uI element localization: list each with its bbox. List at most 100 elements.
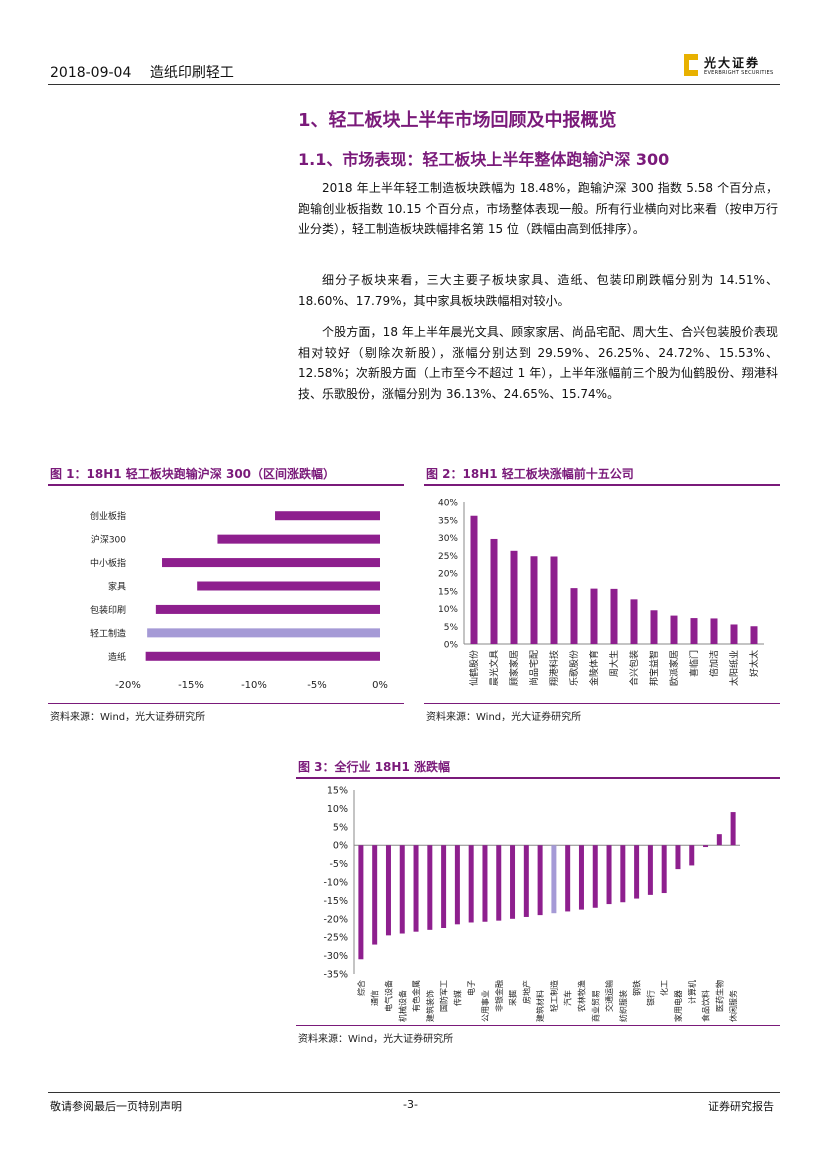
category-label: 乐歌股份 xyxy=(568,650,580,686)
bar xyxy=(275,511,380,521)
category-label: 创业板指 xyxy=(90,510,126,522)
figure-2-source: 资料来源：Wind，光大证券研究所 xyxy=(426,712,582,723)
bar xyxy=(565,845,571,912)
page-number: -3- xyxy=(403,1098,418,1111)
figure-2-chart: 40% 35% 30% 25% 20% 15% 10% 5% 0% 仙鹤股份 晨光文具 顾家家居 尚品宅… xyxy=(438,499,764,686)
bar xyxy=(510,550,518,644)
category-label: 周大生 xyxy=(608,650,620,677)
y-tick-label: 5% xyxy=(444,623,459,633)
y-tick-label: 25% xyxy=(438,552,458,562)
figure-3-chart: 15% 10% 5% 0% -5% -10% -15% -20% -25% -30% -35% 综合通… xyxy=(323,786,740,1022)
x-tick-label: -15% xyxy=(178,680,204,691)
category-label: 轻工制造 xyxy=(90,627,126,639)
category-label: 建筑装饰 xyxy=(425,990,435,1022)
bar xyxy=(147,628,380,638)
category-label: 农林牧渔 xyxy=(576,980,586,1012)
bar xyxy=(710,618,718,644)
category-label: 沪深300 xyxy=(91,534,126,546)
category-label: 喜临门 xyxy=(688,650,700,677)
category-label: 邦宝益智 xyxy=(648,650,660,686)
bar xyxy=(482,845,488,922)
category-label: 非银金融 xyxy=(494,980,504,1012)
y-tick-label: -15% xyxy=(323,896,348,907)
category-label: 好太太 xyxy=(748,650,760,677)
y-tick-label: -35% xyxy=(323,970,348,981)
y-tick-label: 35% xyxy=(438,516,458,526)
bar xyxy=(490,538,498,644)
figure-2-title: 图 2：18H1 轻工板块涨幅前十五公司 xyxy=(426,467,634,481)
category-label: 有色金属 xyxy=(411,980,421,1012)
x-tick-label: -10% xyxy=(241,680,267,691)
bar xyxy=(689,845,695,866)
y-tick-label: 10% xyxy=(438,605,458,615)
bar xyxy=(399,845,405,934)
category-label: 家用电器 xyxy=(673,990,683,1022)
bar xyxy=(145,651,380,661)
figure-2-bottom-rule xyxy=(424,703,780,704)
category-label: 纺织服装 xyxy=(618,990,628,1022)
category-label: 医药生物 xyxy=(714,980,724,1012)
bar xyxy=(385,845,391,936)
category-label: 交通运输 xyxy=(604,980,614,1012)
category-label: 采掘 xyxy=(508,990,518,1006)
x-tick-label: -20% xyxy=(115,680,141,691)
bar xyxy=(634,845,640,899)
figure-3-title: 图 3：全行业 18H1 涨跌幅 xyxy=(298,760,450,774)
figure-3-bottom-rule xyxy=(296,1025,780,1026)
y-tick-label: 10% xyxy=(327,804,348,815)
y-tick-label: -10% xyxy=(323,878,348,889)
bar xyxy=(441,845,447,928)
category-label: 中小板指 xyxy=(90,557,126,569)
category-label: 传媒 xyxy=(452,990,462,1006)
category-label: 公用事业 xyxy=(480,990,490,1022)
bar xyxy=(661,845,667,894)
y-tick-label: 30% xyxy=(438,534,458,544)
bar xyxy=(197,581,380,591)
bar xyxy=(650,610,658,644)
y-tick-label: 40% xyxy=(438,499,458,509)
y-tick-label: -20% xyxy=(323,914,348,925)
report-date: 2018-09-04 xyxy=(50,65,132,81)
bar xyxy=(730,812,736,846)
y-tick-label: -5% xyxy=(330,859,349,870)
bar xyxy=(690,618,698,644)
y-tick-label: -30% xyxy=(323,951,348,962)
category-label: 合兴包装 xyxy=(628,650,640,686)
logo-name-cn: 光大证券 xyxy=(704,56,761,70)
body-paragraph-3: 个股方面，18 年上半年晨光文具、顾家家居、尚品宅配、周大生、合兴包装股价表现相… xyxy=(298,325,778,401)
category-label: 家具 xyxy=(108,581,126,593)
category-label: 商业贸易 xyxy=(590,990,600,1022)
bar xyxy=(590,588,598,644)
figure-3-source: 资料来源：Wind，光大证券研究所 xyxy=(298,1034,454,1045)
bar xyxy=(155,604,380,614)
bar xyxy=(537,845,543,916)
category-label: 欧派家居 xyxy=(668,650,680,686)
y-tick-label: -25% xyxy=(323,933,348,944)
y-tick-label: 5% xyxy=(333,822,348,833)
category-label: 尚品宅配 xyxy=(528,650,540,686)
footer-disclaimer: 敬请参阅最后一页特别声明 xyxy=(50,1100,182,1113)
bar xyxy=(551,845,557,914)
bar xyxy=(162,558,380,568)
bar xyxy=(716,834,722,846)
category-label: 通信 xyxy=(370,990,380,1006)
report-sector: 造纸印刷轻工 xyxy=(149,65,234,81)
category-label: 休闲服务 xyxy=(728,990,738,1022)
bar xyxy=(523,845,529,917)
bar xyxy=(620,845,626,903)
footer-divider xyxy=(48,1092,780,1093)
subsection-title: 1.1、市场表现：轻工板块上半年整体跑输沪深 300 xyxy=(298,150,670,169)
category-label: 电子 xyxy=(466,980,476,996)
category-label: 机械设备 xyxy=(397,990,407,1022)
category-label: 晨光文具 xyxy=(488,650,500,686)
y-tick-label: 0% xyxy=(333,841,348,852)
category-label: 翔港科技 xyxy=(548,650,560,686)
figure-1-bottom-rule xyxy=(48,703,404,704)
category-label: 倍加洁 xyxy=(708,650,720,677)
bar xyxy=(675,845,681,870)
logo-name-en: EVERBRIGHT SECURITIES xyxy=(704,70,774,76)
category-label: 食品饮料 xyxy=(701,990,711,1022)
category-label: 金陵体育 xyxy=(588,650,600,686)
bar xyxy=(510,845,516,919)
